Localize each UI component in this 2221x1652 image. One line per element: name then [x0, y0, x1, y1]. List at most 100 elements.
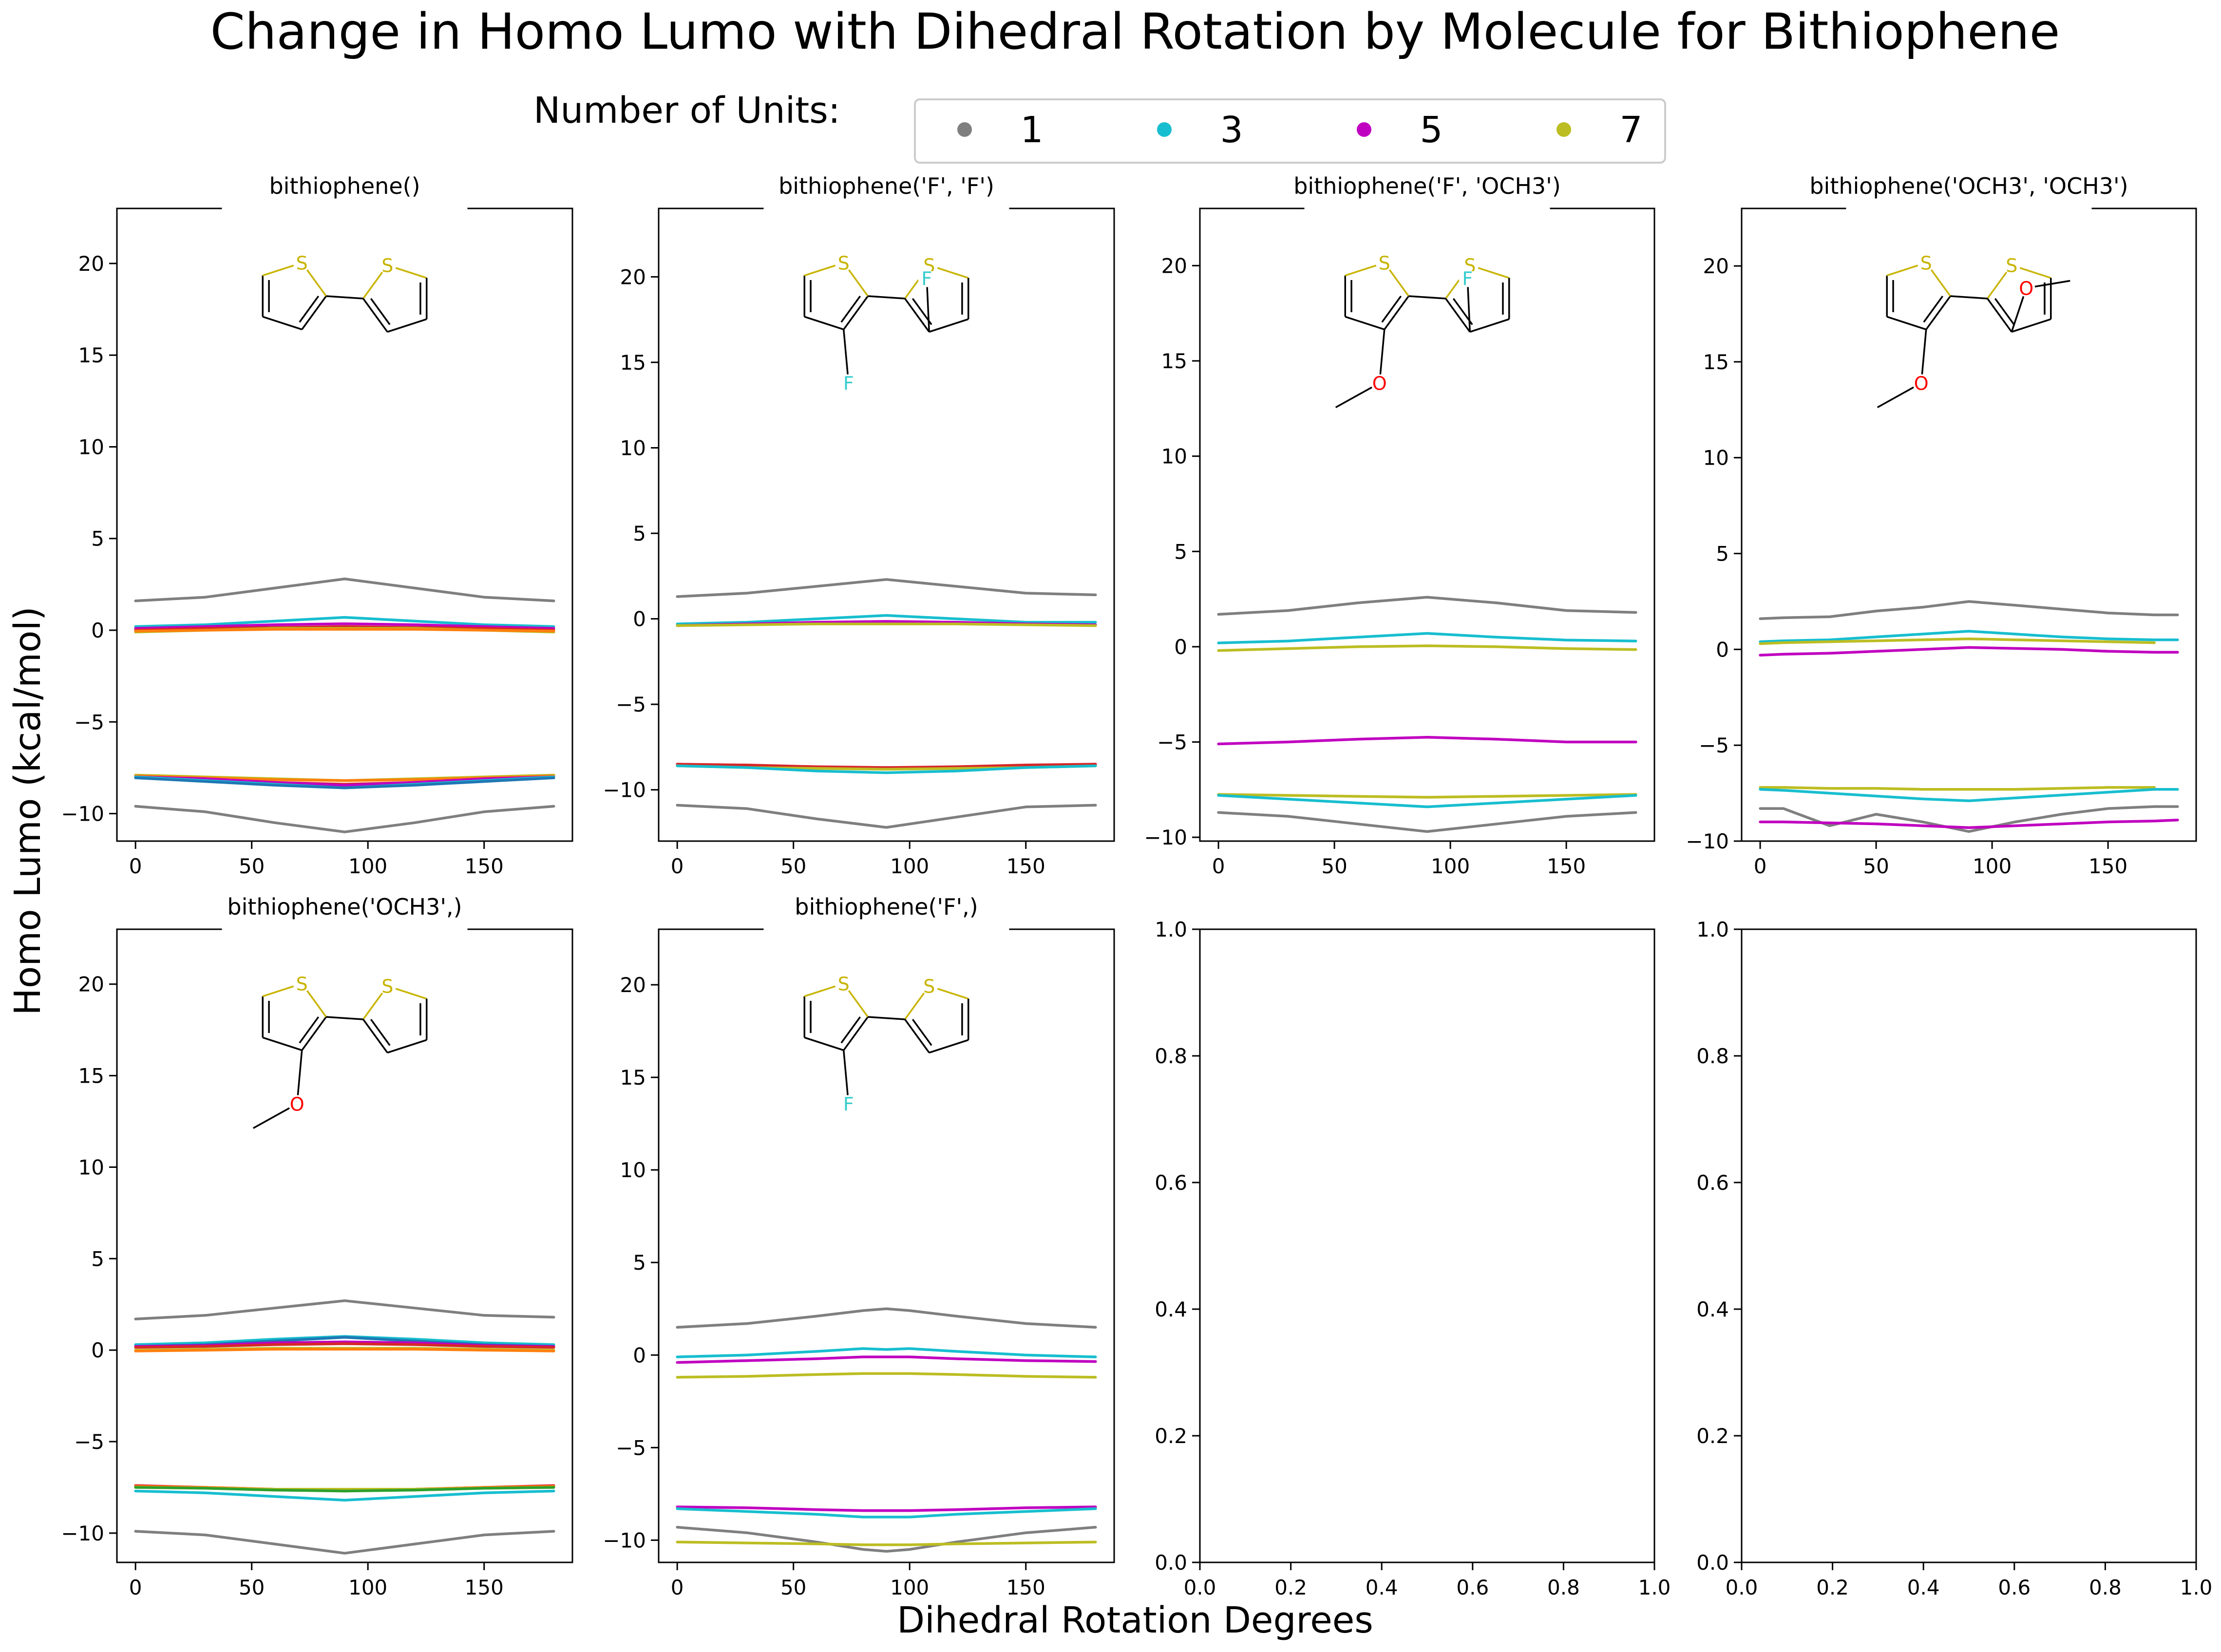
series-line-1 [1759, 600, 2179, 620]
axis-ticks: 0 50 100 150 −10 −5 0 5 10 15 20 [1686, 254, 2127, 878]
sulfur-atom: S [381, 255, 393, 277]
x-tick-label: 0 [129, 1576, 142, 1599]
series-group [134, 1299, 555, 1555]
series-line-6 [676, 763, 1097, 769]
x-tick-label: 0.0 [1184, 1576, 1216, 1599]
atom-bg [2017, 279, 2035, 297]
molecule-structure: S S F [803, 974, 969, 1115]
series-line-9 [676, 804, 1097, 829]
y-tick-label: 10 [1161, 445, 1187, 469]
axes-frame [1199, 928, 1655, 1563]
series-line-8 [1759, 818, 2179, 829]
bond [387, 1039, 427, 1054]
y-tick-label: −10 [603, 1528, 646, 1552]
atom-bg [920, 977, 938, 995]
axes-frame [116, 928, 573, 1563]
x-tick-label: 100 [1431, 854, 1470, 878]
x-tick-label: 0.0 [1726, 1576, 1758, 1599]
oxygen-atom: O [1914, 373, 1929, 394]
y-tick-label: 0.4 [1155, 1297, 1187, 1321]
series-line-5 [134, 1342, 555, 1349]
x-tick-label: 0 [1212, 854, 1225, 878]
x-tick-label: 0.4 [1907, 1576, 1940, 1599]
bond [1987, 298, 2012, 333]
x-tick-label: 0 [671, 1576, 684, 1599]
bond [843, 329, 850, 383]
bond [301, 1016, 327, 1051]
legend-label-5: 5 [1420, 109, 1443, 151]
series-line-5 [1759, 786, 2156, 791]
x-tick-label: 150 [465, 854, 504, 878]
legend: Number of Units: 1 3 5 7 [533, 90, 1666, 164]
axis-ticks: 0 50 100 150 −10 −5 0 5 10 15 20 [61, 973, 503, 1599]
axes-frame [116, 207, 573, 842]
inset-gap [222, 925, 468, 933]
y-tick-label: 0.6 [1696, 1171, 1729, 1195]
y-tick-label: 10 [620, 1158, 646, 1182]
subplot-title: bithiophene('OCH3', 'OCH3') [1809, 173, 2128, 199]
oxygen-atom: O [1372, 373, 1387, 394]
y-tick-label: 20 [620, 973, 646, 997]
double-bond [911, 1018, 932, 1046]
series-group [676, 1307, 1097, 1553]
double-bond [840, 1016, 861, 1044]
atom-bg [1912, 374, 1930, 392]
atom-bg [839, 374, 857, 392]
x-tick-label: 0.4 [1366, 1576, 1398, 1599]
series-line-6 [134, 628, 555, 633]
atom-bg [1375, 254, 1393, 272]
series-line-7 [676, 1526, 1097, 1553]
series-line-6 [1759, 788, 2179, 803]
x-tick-label: 0.6 [1998, 1576, 2031, 1599]
series-line-5 [676, 1505, 1097, 1512]
double-bond [840, 295, 861, 323]
legend-marker-3 [1157, 122, 1172, 137]
y-tick-label: −5 [616, 1436, 646, 1460]
y-tick-label: 0 [633, 1343, 646, 1367]
series-group [1759, 600, 2179, 833]
legend-frame [914, 98, 1666, 164]
fluorine-atom: F [1462, 268, 1473, 289]
sulfur-atom: S [838, 253, 850, 274]
x-tick-label: 100 [348, 854, 387, 878]
series-line-7 [134, 1348, 555, 1352]
double-bond [1923, 295, 1944, 323]
series-line-8 [676, 1540, 1097, 1546]
sulfur-atom: S [381, 976, 393, 997]
molecule-structure: S SFF [803, 253, 969, 394]
atom-bg [1459, 269, 1477, 287]
sulfur-atom: S [1379, 253, 1390, 274]
x-tick-label: 0 [1754, 854, 1767, 878]
axis-ticks: 0 50 100 150 −10 −5 0 5 10 15 20 [61, 252, 503, 878]
bond [868, 1016, 905, 1020]
y-tick-label: 5 [91, 527, 104, 551]
atom-bg [379, 977, 397, 995]
y-tick-label: 0.6 [1155, 1171, 1187, 1195]
x-tick-label: 100 [348, 1576, 387, 1599]
y-tick-label: 5 [1174, 540, 1187, 563]
y-tick-label: −5 [1157, 731, 1187, 754]
atom-bg [1917, 254, 1935, 272]
atom-bg [288, 1095, 306, 1113]
figure-title: Change in Homo Lumo with Dihedral Rotati… [210, 3, 2060, 61]
y-tick-label: 0.8 [1155, 1044, 1187, 1068]
x-tick-label: 100 [890, 854, 929, 878]
sulfur-atom: S [838, 974, 850, 995]
sulfur-atom: S [1920, 253, 1932, 274]
series-line-2 [676, 614, 1097, 625]
y-tick-label: 0.0 [1696, 1551, 1729, 1575]
x-tick-label: 150 [1006, 1576, 1045, 1599]
bond [326, 1016, 363, 1020]
y-tick-label: 10 [78, 1155, 104, 1179]
y-tick-label: 0 [633, 607, 646, 631]
bond [362, 298, 388, 333]
legend-marker-7 [1557, 122, 1571, 137]
bond [1950, 295, 1988, 300]
atom-bg [835, 975, 853, 993]
y-tick-label: −5 [74, 710, 104, 734]
y-tick-label: 0 [91, 619, 104, 642]
y-tick-label: 0.2 [1155, 1424, 1187, 1448]
x-tick-label: 150 [465, 1576, 504, 1599]
y-tick-label: 10 [1703, 446, 1729, 470]
